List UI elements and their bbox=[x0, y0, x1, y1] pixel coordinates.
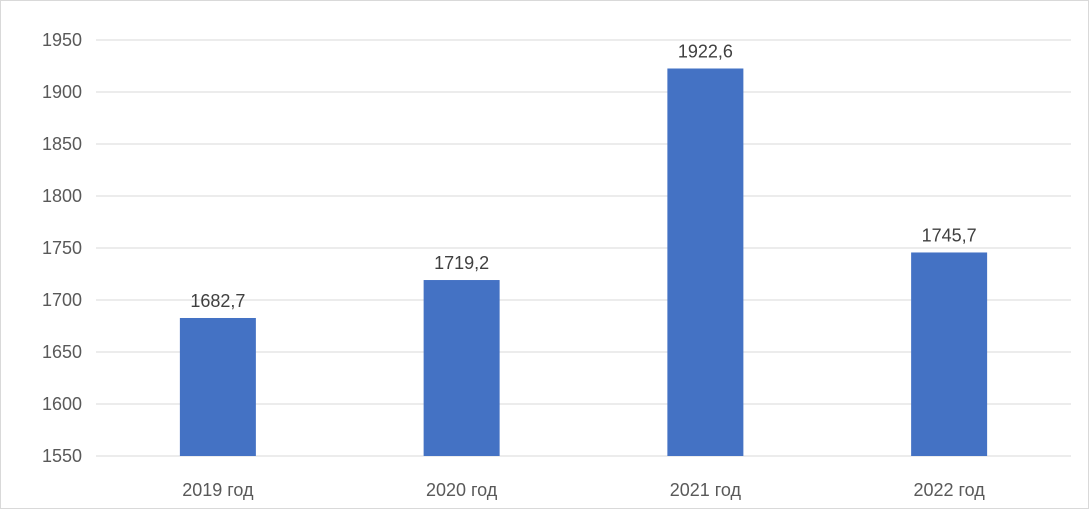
y-tick-label: 1750 bbox=[42, 238, 82, 258]
y-tick-label: 1850 bbox=[42, 134, 82, 154]
data-label: 1922,6 bbox=[678, 41, 733, 61]
x-category-label: 2022 год bbox=[913, 480, 985, 500]
x-category-label: 2020 год bbox=[426, 480, 498, 500]
y-tick-label: 1800 bbox=[42, 186, 82, 206]
bar bbox=[667, 68, 744, 456]
bar bbox=[911, 252, 988, 456]
y-tick-label: 1950 bbox=[42, 30, 82, 50]
x-category-label: 2019 год bbox=[182, 480, 254, 500]
x-category-label: 2021 год bbox=[670, 480, 742, 500]
y-tick-label: 1650 bbox=[42, 342, 82, 362]
bars bbox=[179, 68, 988, 456]
data-label: 1745,7 bbox=[922, 225, 977, 245]
y-tick-label: 1600 bbox=[42, 394, 82, 414]
data-label: 1682,7 bbox=[190, 291, 245, 311]
bar bbox=[423, 280, 500, 456]
data-labels: 1682,7 1719,2 1922,6 1745,7 bbox=[190, 41, 976, 310]
y-tick-label: 1700 bbox=[42, 290, 82, 310]
bar bbox=[179, 317, 256, 456]
y-tick-label: 1550 bbox=[42, 446, 82, 466]
gridlines bbox=[96, 39, 1071, 457]
y-axis-tick-labels: 1550 1600 1650 1700 1750 1800 1850 1900 1950 bbox=[42, 30, 82, 466]
x-axis-category-labels: 2019 год 2020 год 2021 год 2022 год bbox=[182, 480, 985, 500]
data-label: 1719,2 bbox=[434, 253, 489, 273]
y-tick-label: 1900 bbox=[42, 82, 82, 102]
